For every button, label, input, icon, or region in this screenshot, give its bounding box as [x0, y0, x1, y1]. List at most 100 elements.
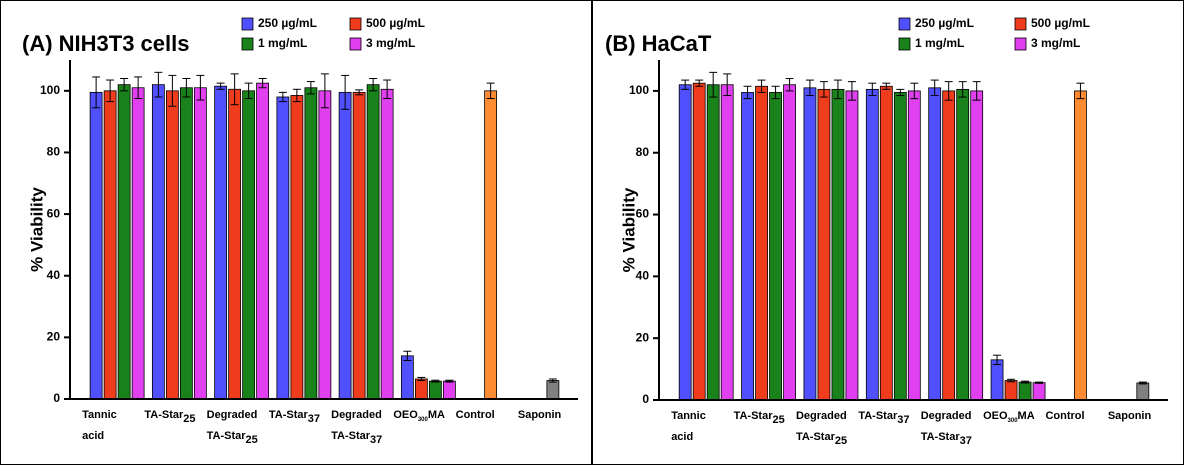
label-text: Tannic — [671, 410, 706, 422]
bar — [769, 92, 782, 401]
legend-label: 1 mg/mL — [258, 36, 307, 50]
legend-label: 250 µg/mL — [915, 16, 974, 30]
panel-title: (A) NIH3T3 cells — [22, 31, 190, 56]
label-text: Tannic — [82, 409, 117, 421]
legend-swatch — [241, 37, 254, 51]
bar — [942, 90, 956, 401]
y-tick-label: 80 — [636, 145, 650, 159]
legend-label: 3 mg/mL — [366, 36, 415, 50]
label-text: Control — [1045, 410, 1084, 422]
error-bar — [168, 74, 177, 107]
bar — [720, 84, 734, 401]
error-bar — [278, 91, 287, 103]
bar — [678, 84, 692, 401]
error-bar — [306, 81, 315, 95]
subscript: 300 — [418, 417, 429, 423]
legend-label: 500 µg/mL — [1031, 16, 1090, 30]
x-tick-label: acid — [82, 430, 104, 442]
bar — [165, 90, 179, 400]
bar — [865, 88, 879, 401]
bar — [414, 378, 428, 400]
error-bar — [341, 74, 350, 110]
label-text: Degraded — [331, 409, 382, 421]
label-text: TA-Star — [858, 410, 898, 422]
label-text: Degraded — [921, 410, 972, 422]
bar — [692, 82, 706, 401]
error-bar — [972, 81, 981, 101]
label-text: TA-Star — [269, 409, 309, 421]
bar — [845, 90, 859, 401]
error-bar — [910, 82, 919, 100]
bar — [1032, 382, 1046, 401]
label-text: MA — [1018, 410, 1035, 422]
error-bar — [383, 79, 392, 100]
bar — [817, 88, 831, 401]
x-tick-label: TA-Star25 — [207, 430, 258, 446]
bar — [990, 359, 1004, 401]
error-bar — [196, 74, 205, 101]
legend-swatch — [349, 37, 362, 51]
subscript: 37 — [897, 414, 909, 426]
error-bar — [805, 79, 814, 97]
x-tick-label: Control — [456, 409, 495, 421]
bar — [256, 82, 270, 400]
label-text: Saponin — [518, 409, 562, 421]
legend-label: 500 µg/mL — [366, 16, 425, 30]
error-bar — [486, 82, 495, 100]
y-tick-label: 60 — [636, 207, 650, 221]
x-tick-label: TA-Star25 — [734, 410, 785, 426]
label-text: OEO — [983, 410, 1008, 422]
bar — [755, 85, 768, 401]
bar — [214, 85, 228, 400]
error-bar — [548, 378, 557, 383]
error-bar — [709, 71, 718, 98]
error-bar — [120, 77, 129, 92]
bar — [956, 88, 970, 401]
x-tick-label: Degraded — [207, 409, 258, 421]
bar — [803, 87, 817, 401]
x-tick-label: TA-Star25 — [144, 409, 195, 425]
bar — [928, 87, 942, 401]
legend-swatch — [898, 37, 911, 51]
error-bar — [882, 82, 891, 90]
bar — [879, 85, 893, 401]
error-bar — [833, 79, 842, 100]
bar — [783, 84, 796, 401]
error-bar — [355, 89, 364, 96]
subscript: 37 — [960, 435, 972, 447]
legend-swatch — [1014, 37, 1027, 51]
legend-swatch — [898, 17, 911, 31]
y-tick-label: 80 — [47, 145, 61, 159]
panel-title: (B) HaCaT — [605, 31, 712, 56]
y-tick-label: 40 — [636, 269, 650, 283]
error-bar — [216, 82, 225, 90]
error-bar — [695, 79, 704, 87]
legend-label: 250 µg/mL — [258, 16, 317, 30]
error-bar — [403, 350, 412, 361]
label-text: Degraded — [796, 410, 847, 422]
bar — [442, 380, 456, 400]
error-bar — [681, 79, 690, 90]
label-text: TA-Star — [144, 409, 184, 421]
bar — [290, 95, 304, 400]
x-tick-label: TA-Star37 — [858, 410, 909, 426]
y-tick-label: 20 — [47, 330, 61, 344]
bar — [338, 91, 352, 400]
error-bar — [92, 76, 101, 109]
bar — [131, 87, 145, 400]
y-tick-label: 100 — [40, 83, 60, 97]
bar — [228, 88, 242, 400]
bar — [179, 87, 193, 400]
label-text: Degraded — [207, 409, 258, 421]
legend-label: 1 mg/mL — [915, 36, 964, 50]
y-tick-label: 0 — [53, 391, 60, 405]
error-bar — [958, 81, 967, 98]
bar — [428, 380, 442, 400]
bar — [484, 90, 498, 400]
bar — [242, 90, 256, 400]
legend-swatch — [349, 17, 362, 31]
subscript: 25 — [183, 413, 195, 425]
error-bar — [292, 88, 301, 103]
